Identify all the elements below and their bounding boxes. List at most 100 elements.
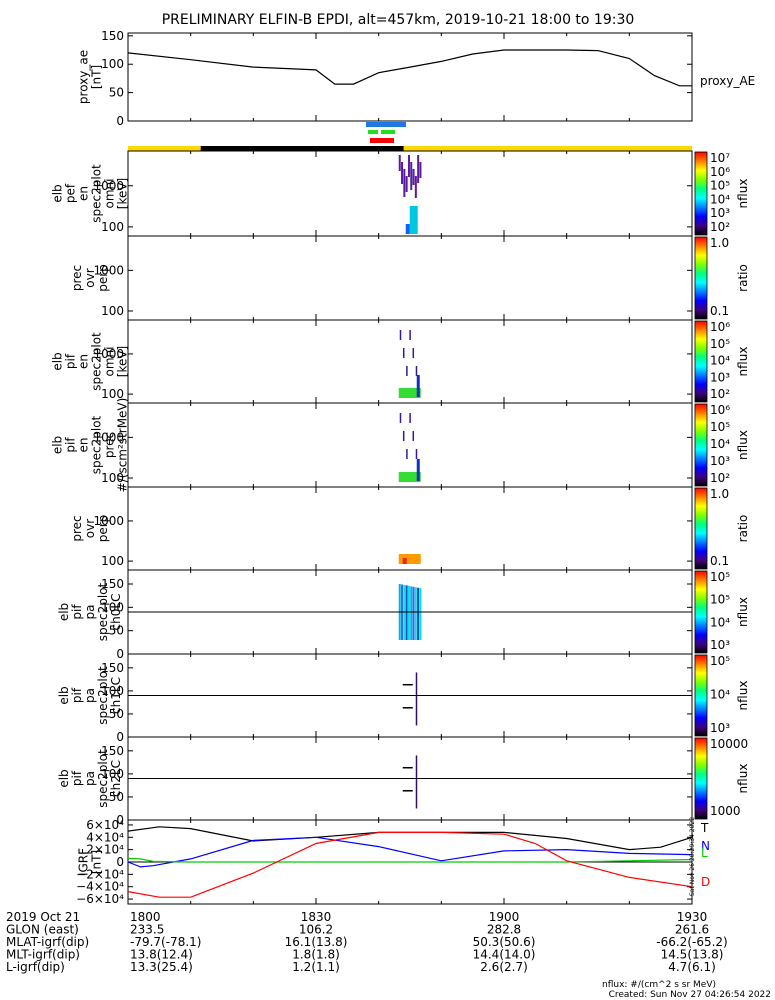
footer-value: 2.6(2.7) (480, 960, 528, 974)
colorbar-gradient-bar (694, 654, 708, 737)
y-tick-label: 150 (101, 744, 124, 758)
y-axis-label: en (77, 186, 91, 201)
y-tick-label: 100 (101, 57, 124, 71)
colorbar-tick-label: 10⁴ (710, 688, 730, 702)
colorbar-tick-label: 10⁴ (710, 192, 730, 206)
orbit-segment-green (381, 130, 395, 134)
footer-value: 13.8(12.4) (130, 948, 193, 962)
footer-value: 16.1(13.8) (285, 935, 348, 949)
panel-elb_pif_pa_spec2plot_ch0LC: 150 100 50 0 elb pif pa spec2plot ch0LC 10⁵ 10⁵ 10⁴… (57, 569, 750, 661)
colorbar-tick-label: 10⁴ (710, 354, 730, 368)
y-tick-label: 50 (109, 624, 124, 638)
y-axis-label: pif (64, 353, 78, 369)
y-axis-label: [nT] (90, 850, 104, 874)
y-axis-label: prec (70, 265, 84, 291)
y-axis-label: spec2plot (96, 666, 110, 725)
spectrogram-cell (402, 431, 405, 441)
y-axis-label: perp (96, 264, 110, 292)
y-axis-label: elb (57, 686, 71, 704)
footer-value: 14.4(14.0) (473, 948, 536, 962)
panel-prec_ovr_perp_1: 1000 100 prec ovr perp 1.0 0.1 ratio (70, 235, 750, 321)
colorbar: 1.0 0.1 ratio (694, 236, 750, 320)
spectrogram-cell (398, 388, 421, 398)
colorbar-tick-label: 1.0 (710, 487, 729, 501)
footer-row-label: 2019 Oct 21 (6, 910, 80, 924)
spectrogram-cell (407, 155, 410, 177)
y-axis-label: spec2plot (90, 332, 104, 391)
panel-frame (127, 32, 693, 122)
footer-value: 282.8 (487, 923, 521, 937)
colorbar-gradient-bar (694, 320, 708, 403)
colorbar-tick-label: 10⁶ (710, 403, 730, 417)
colorbar-gradient-bar (694, 236, 708, 320)
colorbar-tick-label: 10000 (710, 737, 748, 751)
spectrogram-cell (415, 672, 418, 726)
y-axis-label: pa (83, 688, 97, 703)
y-axis-label: ch2LC (109, 760, 123, 797)
footer-value: -66.2(-65.2) (656, 935, 727, 949)
spectrogram-cell (398, 554, 421, 564)
plot-title: PRELIMINARY ELFIN-B EPDI, alt=457km, 201… (162, 12, 635, 28)
series-t-line (127, 826, 693, 851)
footer-value: 1900 (489, 910, 520, 924)
plot-timestamp: Sat Nov 26 20:29:34 2022 (689, 817, 696, 896)
spectrogram-cell (402, 790, 413, 792)
colorbar-label: nflux (736, 764, 750, 794)
y-axis-label: spec2plot (96, 749, 110, 808)
orbit-indicator-bars (128, 122, 692, 151)
y-tick-label: 1000 (93, 430, 124, 444)
panel-proxy_ae: 150 100 50 0 proxy_ae [nT] proxy_AE (77, 29, 756, 128)
spectrogram-cell (409, 330, 411, 340)
spectrogram-cell (401, 162, 404, 184)
footer-value: 13.3(25.4) (130, 960, 193, 974)
colorbar-tick-label: 10⁶ (710, 165, 730, 179)
panel-prec_ovr_perp_2: 1000 100 prec ovr perp 1.0 0.1 ratio (70, 486, 750, 571)
colorbar-gradient-bar (694, 737, 708, 820)
spectrogram-cell (419, 588, 422, 640)
spectrogram-data (402, 672, 418, 726)
y-tick-label: 150 (101, 577, 124, 591)
y-axis-label: pif (70, 604, 84, 620)
colorbar: 10⁶ 10⁵ 10⁴ 10³ 10² nflux (694, 320, 750, 403)
spectrogram-cell (402, 707, 413, 709)
y-axis-label: pef (64, 183, 78, 203)
footer-row-label: MLAT-igrf(dip) (6, 935, 89, 949)
spectrogram-cell (409, 413, 411, 423)
footer-value: 1800 (130, 910, 161, 924)
colorbar-gradient-bar (694, 151, 708, 236)
spectrogram-cell (409, 206, 418, 234)
colorbar-tick-label: 10⁶ (710, 320, 730, 334)
eclipse-bar (200, 146, 404, 151)
footer-row-label: GLON (east) (6, 923, 79, 937)
panel-elb_pif_en_spec2plot_prec: 1000 100 elb pif en spec2plot prec #/(scm²strMe… (51, 398, 751, 493)
y-axis-label: pa (83, 771, 97, 786)
y-axis-label: omni (103, 179, 117, 209)
y-tick-label: 100 (101, 684, 124, 698)
y-axis-label: pa (83, 605, 97, 620)
colorbar-label: nflux (736, 597, 750, 627)
spectrogram-cell (419, 162, 422, 178)
spectrogram-cell (415, 755, 418, 809)
colorbar-tick-label: 10³ (710, 454, 730, 468)
y-tick-label: −4×10⁴ (76, 880, 124, 894)
colorbar-tick-label: 10⁵ (710, 420, 730, 434)
footer-note: nflux: #/(cm^2 s sr MeV) (602, 980, 716, 990)
colorbar-tick-label: 10⁷ (710, 151, 730, 165)
y-tick-label: 0 (116, 730, 124, 744)
footer-value: 106.2 (299, 923, 333, 937)
colorbar-label: ratio (736, 264, 750, 292)
y-axis-label: elb (51, 184, 65, 202)
spectrogram-data (398, 330, 421, 398)
colorbar-gradient-bar (694, 403, 708, 487)
y-axis-label: pif (64, 437, 78, 453)
spectrogram-cell (414, 176, 417, 198)
spectrogram-cell (398, 155, 401, 171)
y-axis-label: proxy_ae (77, 50, 91, 104)
spectrogram-cell (402, 348, 405, 358)
panel-frame (127, 235, 693, 321)
colorbar-tick-label: 10⁵ (710, 654, 730, 668)
colorbar-tick-label: 10³ (710, 370, 730, 384)
y-axis-label: ovr (83, 519, 97, 538)
